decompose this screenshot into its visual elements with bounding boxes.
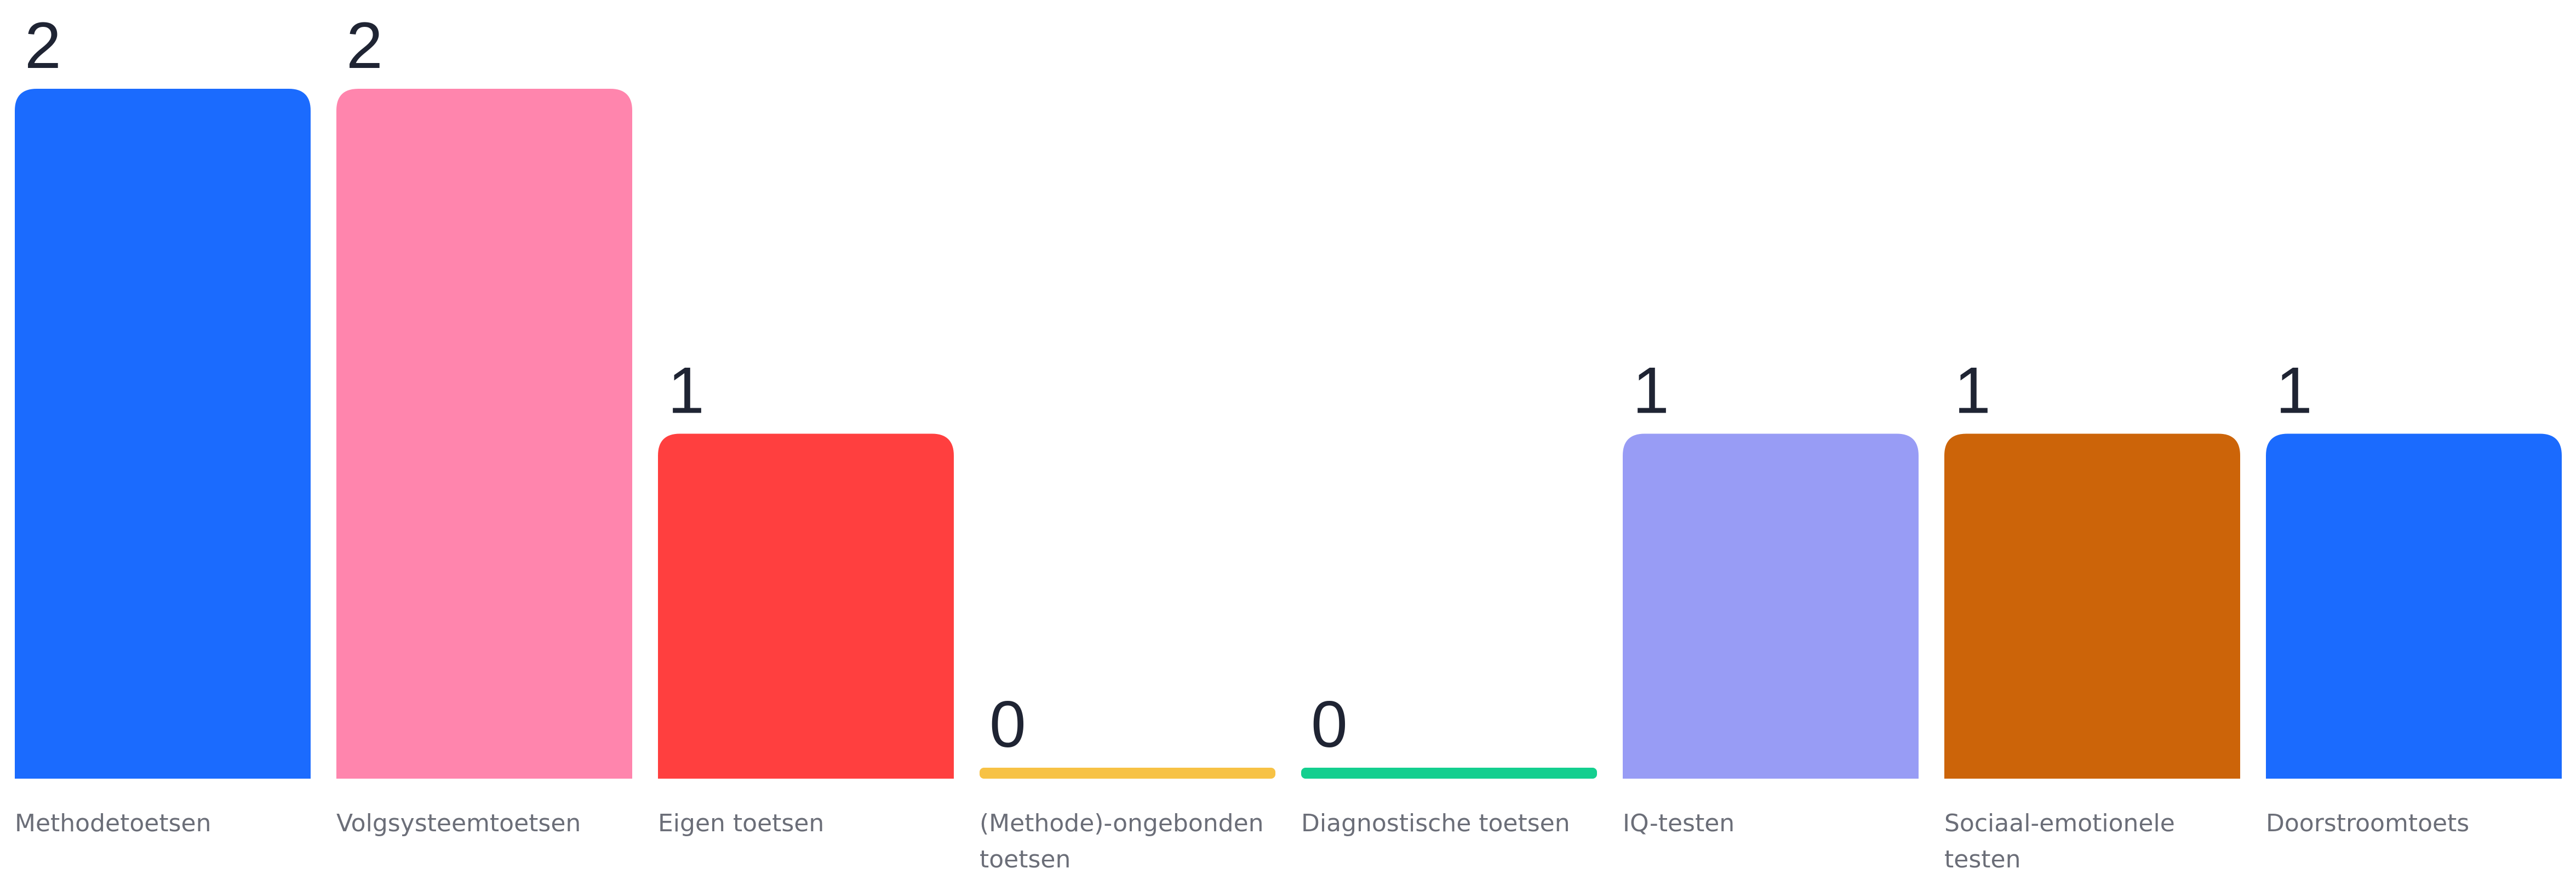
value-label-sociaal-emotionele-testen: 1	[1954, 354, 1991, 427]
value-label-methodetoetsen: 2	[25, 9, 61, 82]
bar-methodetoetsen	[15, 89, 311, 779]
bar-eigen-toetsen	[658, 433, 954, 779]
value-label-volgsysteemtoetsen: 2	[346, 9, 383, 82]
bars-group	[15, 89, 2562, 779]
category-label-diagnostische-toetsen: Diagnostische toetsen	[1301, 809, 1570, 837]
value-labels-group: 2 2 1 0 0 1 1 1	[25, 9, 2312, 761]
bar-diagnostische-toetsen	[1301, 768, 1597, 779]
value-label-doorstroomtoets: 1	[2276, 354, 2312, 427]
bar-iq-testen	[1623, 433, 1919, 779]
value-label-methode-ongebonden-toetsen: 0	[989, 688, 1026, 761]
category-label-methode-ongebonden-toetsen: (Methode)-ongebonden toetsen	[980, 809, 1264, 873]
category-label-volgsysteemtoetsen: Volgsysteemtoetsen	[336, 809, 581, 837]
category-label-sociaal-emotionele-testen: Sociaal-emotionele testen	[1944, 809, 2175, 873]
bar-volgsysteemtoetsen	[336, 89, 632, 779]
bar-sociaal-emotionele-testen	[1944, 433, 2240, 779]
category-label-methodetoetsen: Methodetoetsen	[15, 809, 211, 837]
value-label-iq-testen: 1	[1633, 354, 1669, 427]
value-label-diagnostische-toetsen: 0	[1311, 688, 1348, 761]
category-labels-group: Methodetoetsen Volgsysteemtoetsen Eigen to…	[15, 809, 2469, 873]
bar-methode-ongebonden-toetsen	[980, 768, 1275, 779]
value-label-eigen-toetsen: 1	[668, 354, 705, 427]
bar-doorstroomtoets	[2266, 433, 2562, 779]
category-label-eigen-toetsen: Eigen toetsen	[658, 809, 824, 837]
category-label-iq-testen: IQ-testen	[1623, 809, 1734, 837]
category-label-doorstroomtoets: Doorstroomtoets	[2266, 809, 2469, 837]
